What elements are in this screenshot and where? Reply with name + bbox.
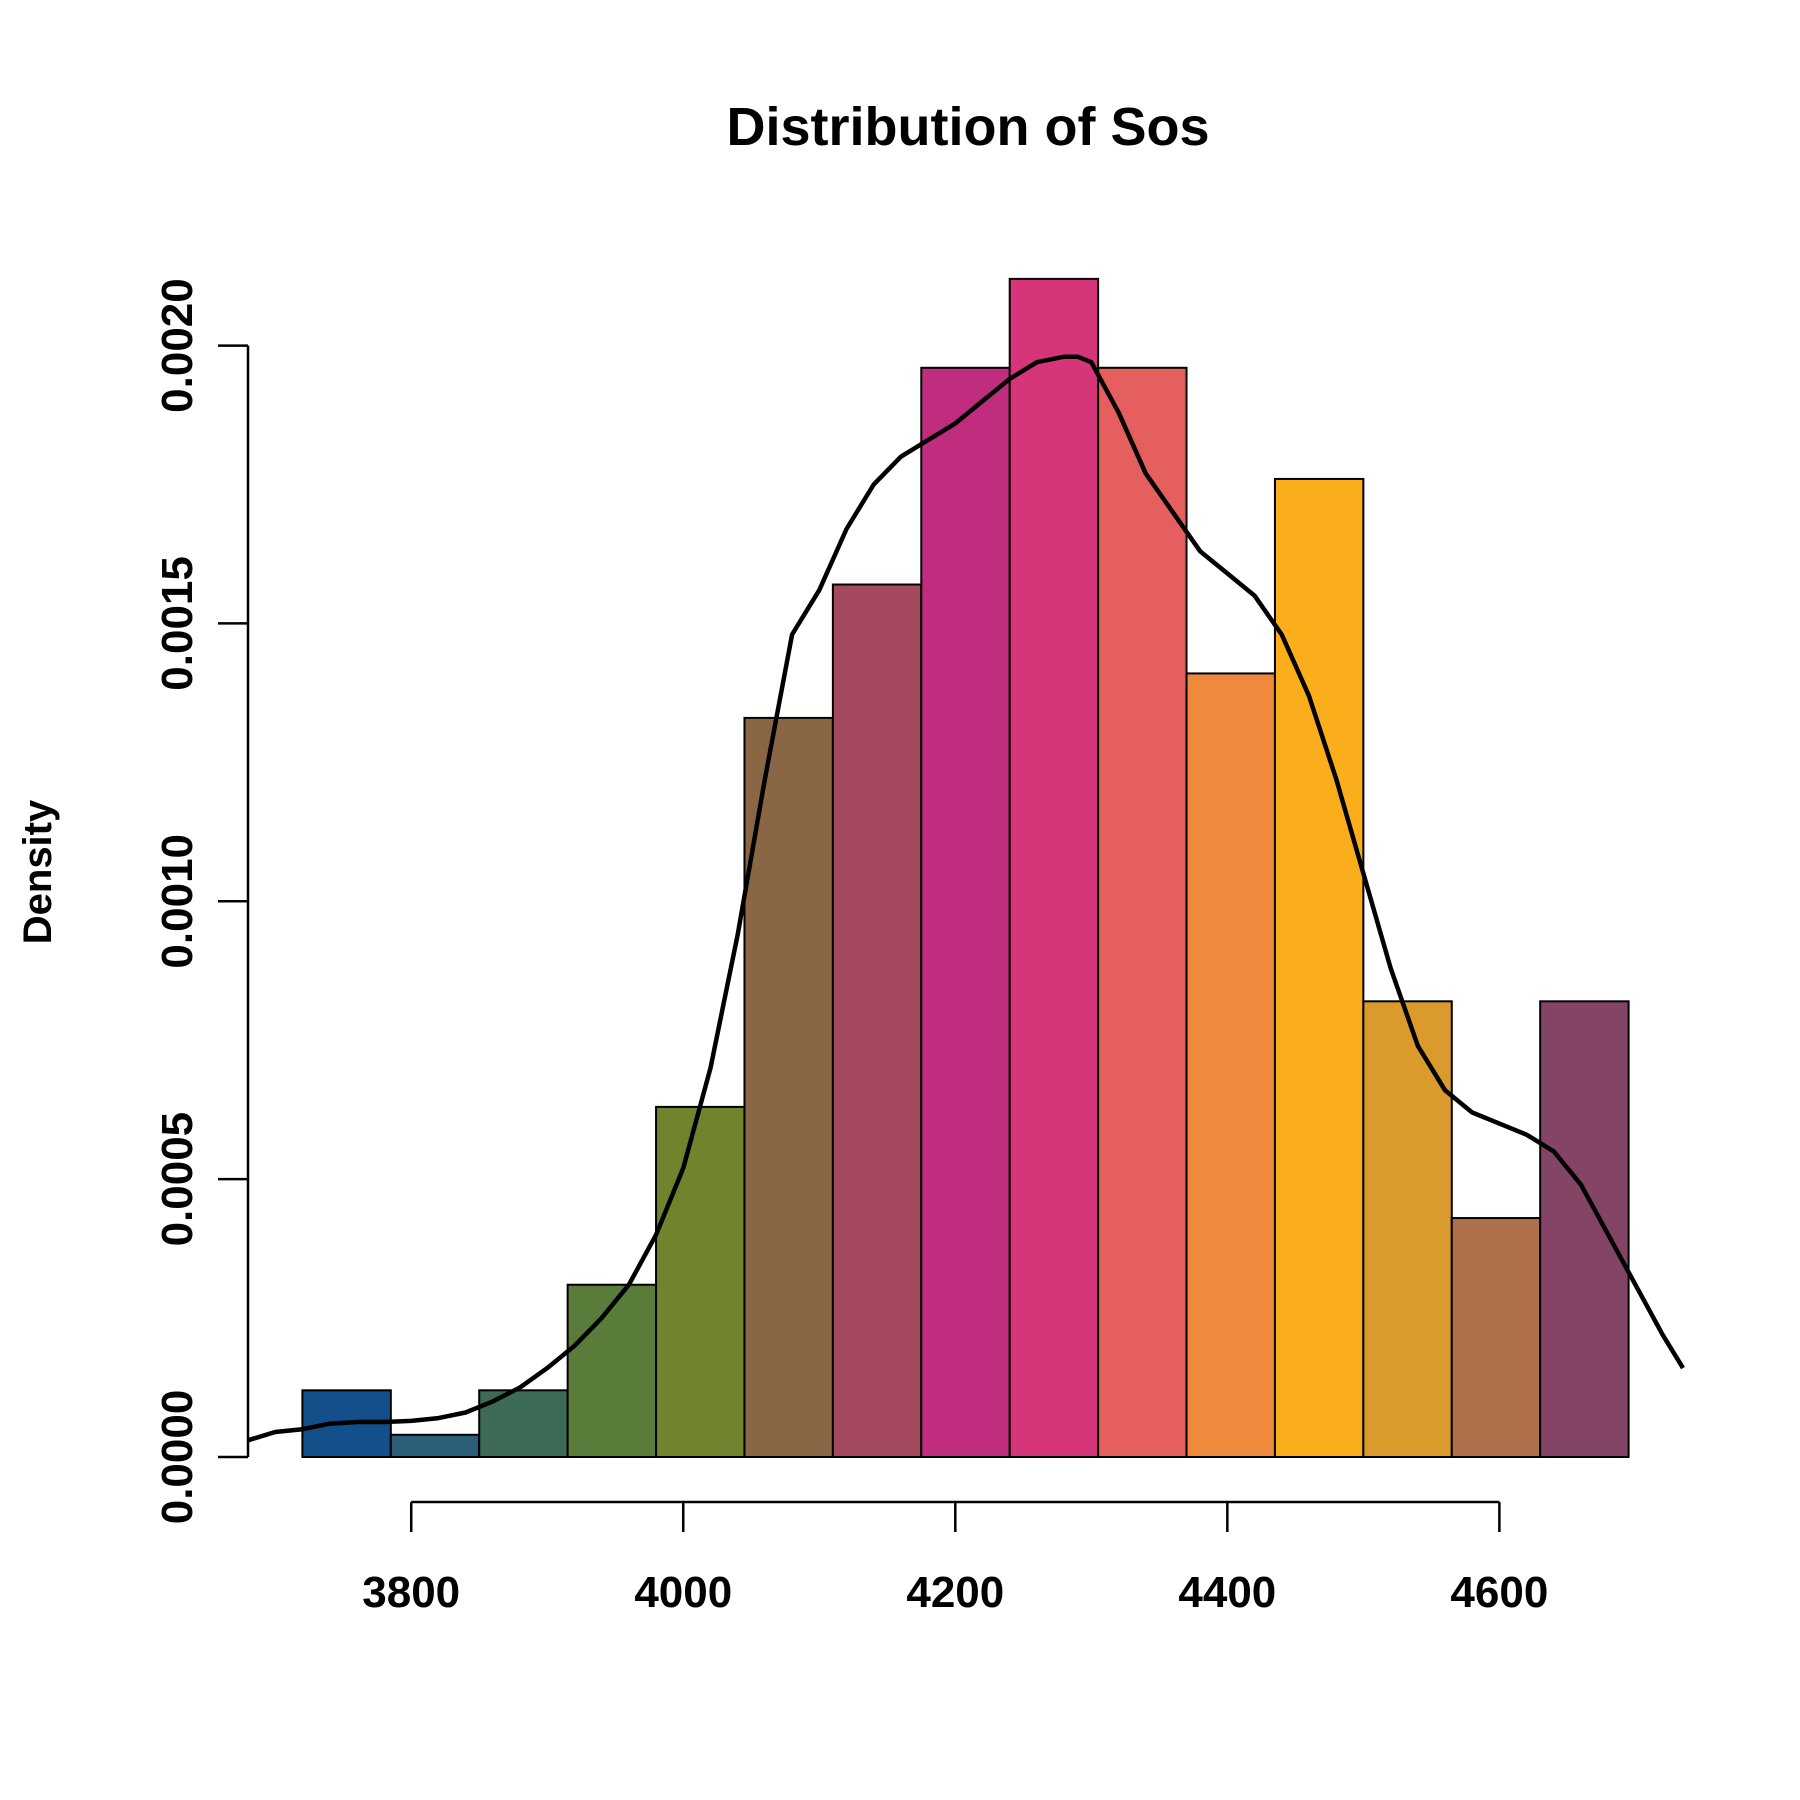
y-axis: 0.0000 0.0005 0.0010 0.0015 0.0020 bbox=[153, 278, 250, 1525]
histogram-bar-10 bbox=[1097, 366, 1188, 1458]
density-curve bbox=[247, 354, 1685, 1443]
histogram-bar-13 bbox=[1362, 1000, 1453, 1458]
y-tick-label: 0.0010 bbox=[153, 834, 202, 969]
histogram-bar-5 bbox=[655, 1105, 746, 1459]
histogram-bar-2 bbox=[389, 1433, 481, 1459]
histogram-bar-8 bbox=[920, 366, 1011, 1458]
y-tick-label: 0.0015 bbox=[153, 556, 202, 691]
x-tick-label: 4000 bbox=[634, 1568, 732, 1617]
histogram-bar-11 bbox=[1185, 672, 1276, 1458]
histogram-bar-15 bbox=[1539, 1000, 1630, 1458]
x-tick-label: 4200 bbox=[906, 1568, 1004, 1617]
x-tick-label: 3800 bbox=[362, 1568, 460, 1617]
histogram-bar-7 bbox=[831, 583, 923, 1458]
histogram-bar-14 bbox=[1450, 1217, 1542, 1458]
y-tick-label: 0.0020 bbox=[153, 278, 202, 413]
y-tick-label: 0.0000 bbox=[153, 1390, 202, 1525]
chart-title: Distribution of Sos bbox=[727, 97, 1210, 157]
histogram-bars bbox=[301, 277, 1630, 1459]
x-tick-label: 4400 bbox=[1178, 1568, 1276, 1617]
y-axis-label: Density bbox=[16, 799, 60, 944]
y-tick-label: 0.0005 bbox=[153, 1112, 202, 1247]
x-tick-label: 4600 bbox=[1450, 1568, 1548, 1617]
histogram-bar-12 bbox=[1273, 477, 1365, 1458]
histogram-bar-9 bbox=[1008, 277, 1100, 1458]
histogram-bar-6 bbox=[743, 716, 834, 1458]
histogram-bar-4 bbox=[566, 1283, 658, 1458]
x-axis: 3800 4000 4200 4400 4600 bbox=[362, 1500, 1548, 1617]
